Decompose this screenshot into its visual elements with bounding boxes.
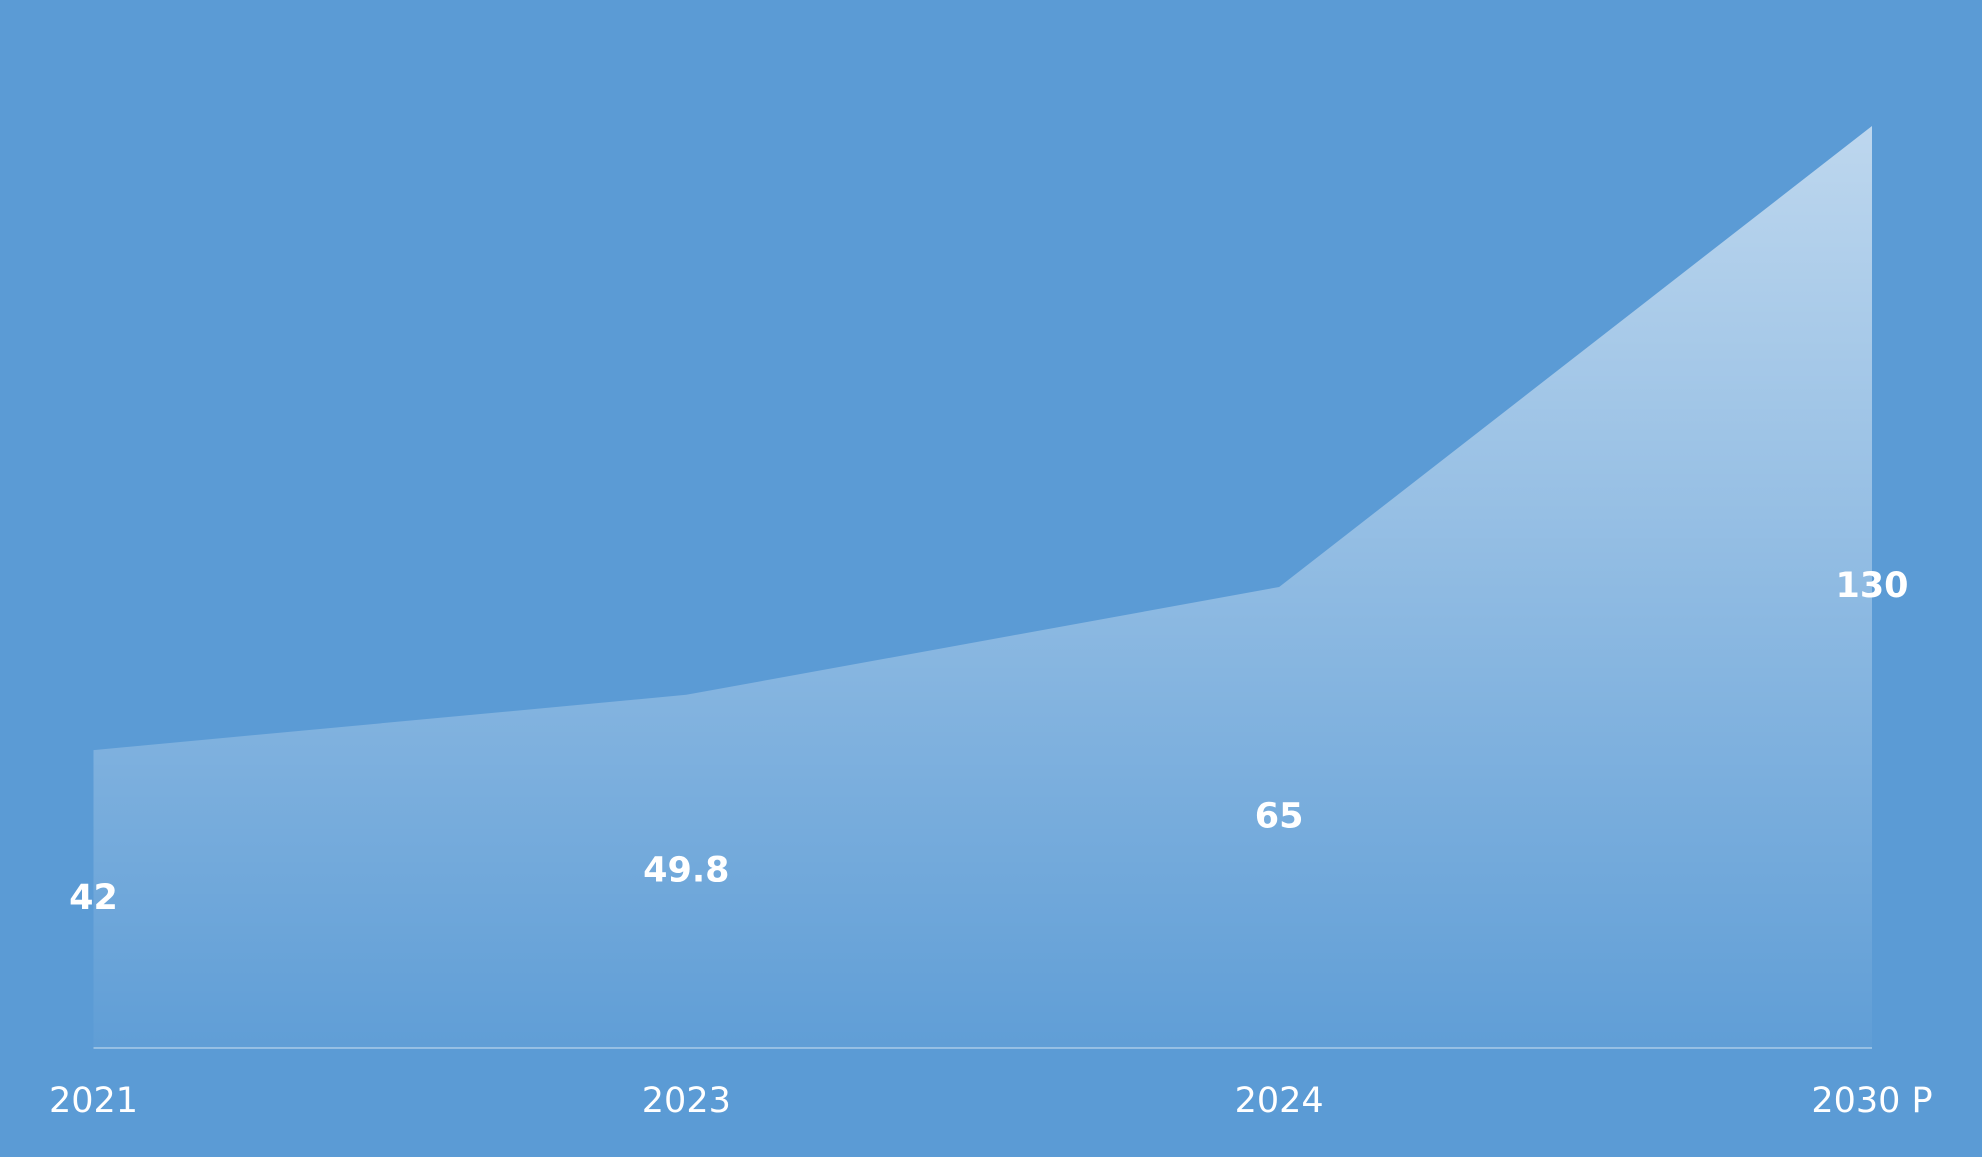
x-tick-label: 2024 [1235,1081,1324,1121]
x-tick-label: 2021 [49,1081,138,1121]
value-label: 65 [1255,797,1304,837]
x-tick-label: 2030 P [1811,1081,1932,1121]
x-tick-label: 2023 [642,1081,731,1121]
value-label: 130 [1835,566,1908,606]
value-label: 49.8 [643,850,729,890]
area [93,126,1872,1048]
value-label: 42 [69,878,118,918]
